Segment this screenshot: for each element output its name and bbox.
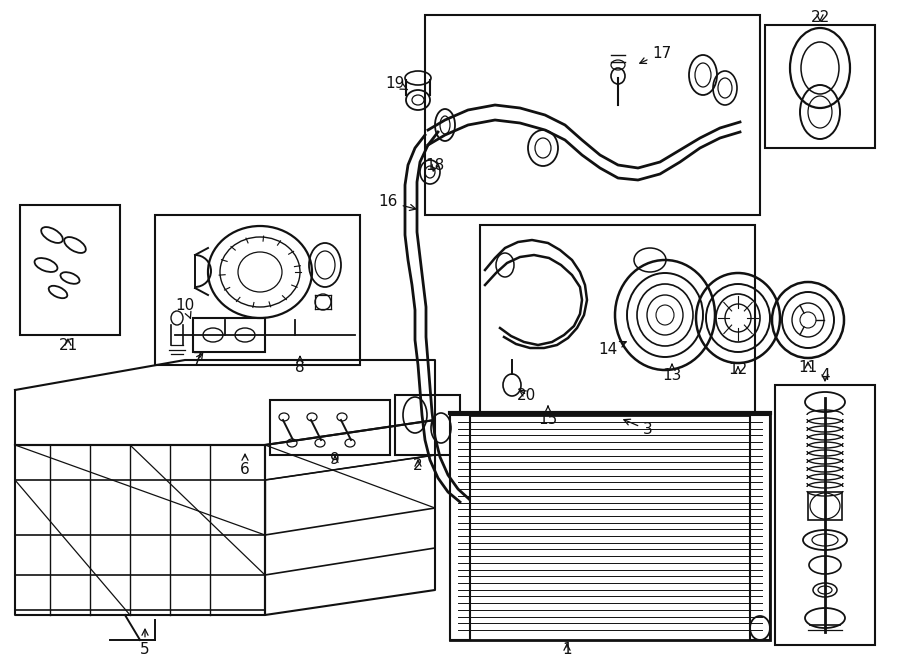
Text: 16: 16: [378, 194, 416, 210]
Text: 3: 3: [624, 419, 652, 438]
Bar: [808, 492, 842, 520]
Text: 2: 2: [413, 459, 423, 473]
Text: 12: 12: [728, 362, 748, 377]
Text: 6: 6: [240, 454, 250, 477]
Bar: [20, 205, 120, 335]
Text: 7: 7: [194, 352, 202, 368]
Text: 9: 9: [330, 453, 340, 467]
Bar: [270, 400, 390, 455]
Bar: [155, 215, 360, 365]
Bar: [450, 415, 470, 640]
Text: 15: 15: [538, 407, 558, 428]
Bar: [193, 318, 265, 352]
Bar: [425, 15, 760, 215]
Bar: [480, 225, 755, 420]
Text: 22: 22: [810, 11, 830, 26]
Text: 11: 11: [798, 360, 817, 375]
Text: 17: 17: [640, 46, 671, 63]
Text: 4: 4: [820, 368, 830, 383]
Bar: [775, 385, 875, 645]
Text: 14: 14: [598, 342, 626, 358]
Bar: [450, 415, 770, 640]
Text: 21: 21: [58, 338, 77, 352]
Text: 18: 18: [426, 157, 445, 173]
Text: 5: 5: [140, 629, 149, 658]
Text: 19: 19: [385, 75, 408, 91]
Bar: [765, 25, 875, 148]
Text: 10: 10: [176, 297, 194, 319]
Text: 8: 8: [295, 356, 305, 375]
Text: 20: 20: [518, 387, 536, 403]
Text: 1: 1: [562, 642, 572, 658]
Bar: [395, 395, 460, 455]
Bar: [750, 415, 770, 640]
Text: 13: 13: [662, 364, 681, 383]
